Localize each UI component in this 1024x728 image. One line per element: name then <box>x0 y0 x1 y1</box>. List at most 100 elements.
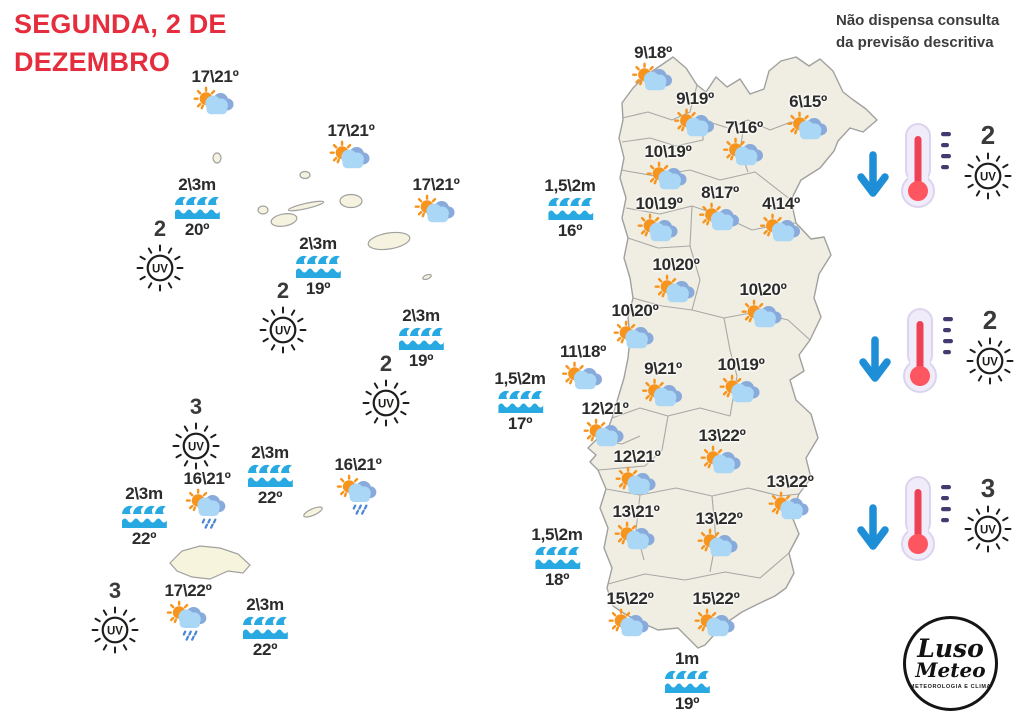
wave-height-label: 2\3m <box>178 175 216 194</box>
uv-index-marker: 3 <box>170 396 222 472</box>
sun-cloud-rain-icon <box>335 474 381 515</box>
temp-range-label: 4\14º <box>762 194 800 213</box>
temp-range-label: 15\22º <box>606 589 654 608</box>
uv-index-marker: 2 <box>360 353 412 429</box>
sea-temp-label: 22º <box>131 528 157 548</box>
page-title-line2: DEZEMBRO <box>14 46 171 77</box>
forecast-marker: 10\19º <box>636 195 683 245</box>
sea-state-marker: 1,5\2m 17º <box>494 370 545 434</box>
sun-cloud-icon <box>638 213 680 243</box>
temp-range-label: 17\21º <box>191 67 239 86</box>
sea-temp-label: 19º <box>305 278 331 298</box>
sun-cloud-icon <box>615 521 657 551</box>
azores-islands <box>212 152 432 281</box>
uv-index-value: 2 <box>980 120 996 150</box>
temp-range-label: 6\15º <box>789 92 827 111</box>
uv-sun-icon <box>964 152 1012 200</box>
wave-height-label: 2\3m <box>299 234 337 253</box>
uv-index-value: 3 <box>189 394 203 419</box>
uv-index-value: 3 <box>108 578 122 603</box>
arrow-down-icon <box>856 150 890 198</box>
sun-cloud-icon <box>614 320 656 350</box>
sea-state-marker: 2\3m 19º <box>295 235 341 299</box>
sea-temp-label: 17º <box>507 413 533 433</box>
page-title-line1: SEGUNDA, 2 DE <box>14 9 227 39</box>
sun-cloud-icon <box>642 378 684 408</box>
sea-state-marker: 1,5\2m 16º <box>544 177 595 241</box>
disclaimer-line1: Não dispensa consulta <box>836 12 1000 29</box>
forecast-marker: 10\20º <box>740 281 787 331</box>
sun-cloud-icon <box>760 213 802 243</box>
waves-icon <box>398 326 444 351</box>
wave-height-label: 1,5\2m <box>494 369 546 388</box>
wave-height-label: 2\3m <box>402 306 440 325</box>
sun-cloud-icon <box>674 108 716 138</box>
uv-index-value: 2 <box>276 278 290 303</box>
forecast-marker: 17\22º <box>165 582 212 641</box>
forecast-marker: 13\21º <box>613 503 660 553</box>
temp-range-label: 10\20º <box>652 255 700 274</box>
wave-height-label: 1,5\2m <box>531 525 583 544</box>
forecast-marker: 15\22º <box>607 590 654 640</box>
waves-icon <box>497 389 543 414</box>
sea-state-marker: 2\3m 22º <box>242 596 288 660</box>
thermometer-icon <box>903 308 954 393</box>
logo-tagline: METEOROLOGIA E CLIMA <box>909 684 992 691</box>
logo-name-top: Luso <box>917 633 984 663</box>
sea-temp-label: 22º <box>257 487 283 507</box>
sea-temp-label: 20º <box>184 219 210 239</box>
waves-icon <box>664 669 710 694</box>
forecast-marker: 17\21º <box>328 122 375 172</box>
sea-temp-label: 19º <box>674 693 700 713</box>
sea-state-marker: 2\3m 20º <box>174 176 220 240</box>
temp-range-label: 10\20º <box>739 280 787 299</box>
sun-cloud-icon <box>584 418 626 448</box>
uv-index-marker: 2 <box>964 307 1016 387</box>
temp-range-label: 10\19º <box>644 142 692 161</box>
page-title: SEGUNDA, 2 DE DEZEMBRO <box>14 6 227 82</box>
forecast-marker: 9\18º <box>630 44 676 94</box>
temp-range-label: 13\22º <box>698 426 746 445</box>
temp-range-label: 17\21º <box>412 175 460 194</box>
forecast-marker: 13\22º <box>696 510 743 560</box>
uv-sun-icon <box>91 606 139 654</box>
temp-range-label: 17\21º <box>327 121 375 140</box>
temp-range-label: 10\20º <box>611 301 659 320</box>
sea-state-marker: 2\3m 22º <box>247 444 293 508</box>
forecast-marker: 11\18º <box>560 343 606 393</box>
waves-icon <box>247 463 293 488</box>
temp-range-label: 10\19º <box>717 355 765 374</box>
forecast-marker: 13\22º <box>699 427 746 477</box>
waves-icon <box>242 615 288 640</box>
sun-cloud-icon <box>616 466 658 496</box>
sun-cloud-rain-icon <box>184 488 230 529</box>
sea-state-marker: 2\3m 19º <box>398 307 444 371</box>
sun-cloud-icon <box>769 491 811 521</box>
temperature-trend-group: 2 <box>856 120 1014 212</box>
wave-height-label: 2\3m <box>125 484 163 503</box>
forecast-marker: 10\20º <box>612 302 659 352</box>
sea-state-marker: 2\3m 22º <box>121 485 167 549</box>
waves-icon <box>534 545 580 570</box>
temp-range-label: 16\21º <box>183 469 231 488</box>
temp-range-label: 17\22º <box>164 581 212 600</box>
temp-range-label: 8\17º <box>701 183 739 202</box>
sun-cloud-icon <box>330 140 372 170</box>
temp-range-label: 9\21º <box>644 359 682 378</box>
sun-cloud-icon <box>655 274 697 304</box>
sun-cloud-icon <box>609 608 651 638</box>
uv-index-marker: 2 <box>962 122 1014 202</box>
forecast-marker: 10\19º <box>718 356 765 406</box>
temp-range-label: 13\22º <box>695 509 743 528</box>
uv-sun-icon <box>362 379 410 427</box>
sun-cloud-icon <box>699 202 741 232</box>
forecast-marker: 13\22º <box>767 473 814 523</box>
disclaimer-line2: da previsão descritiva <box>836 33 994 51</box>
temp-range-label: 9\18º <box>634 43 672 62</box>
wave-height-label: 2\3m <box>251 443 289 462</box>
sun-cloud-icon <box>194 86 236 116</box>
arrow-down-icon <box>856 503 890 551</box>
sea-temp-label: 22º <box>252 639 278 659</box>
